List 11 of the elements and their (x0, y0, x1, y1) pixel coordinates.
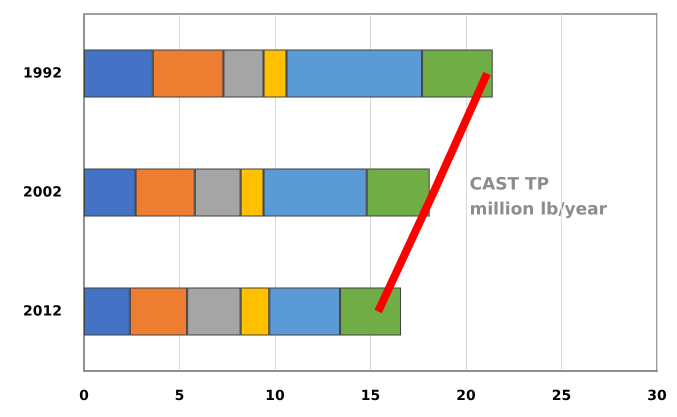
x-tick-label: 25 (552, 388, 572, 404)
y-tick-label: 1992 (23, 66, 62, 82)
y-tick-label: 2012 (23, 304, 62, 320)
y-tick-label: 2002 (23, 184, 62, 200)
annotation: CAST TP million lb/year (470, 174, 608, 220)
x-tick-label: 30 (647, 388, 667, 404)
x-tick-label: 10 (265, 388, 285, 404)
x-tick-label: 20 (456, 388, 476, 404)
x-tick-label: 15 (360, 388, 380, 404)
x-tick-label: 5 (174, 388, 184, 404)
x-tick-label: 0 (79, 388, 90, 404)
